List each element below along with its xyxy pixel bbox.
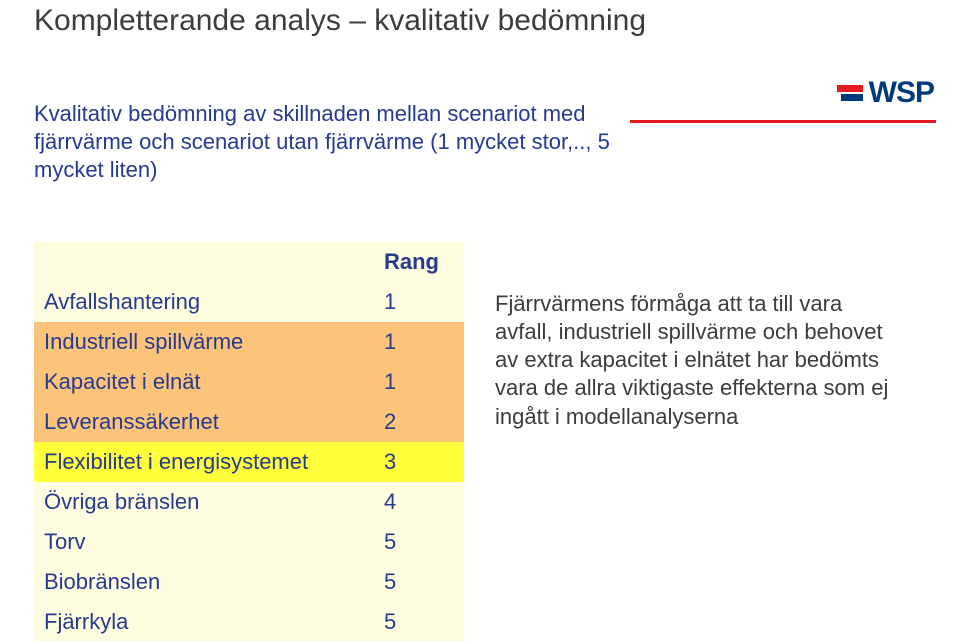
table-row: Biobränslen 5 bbox=[34, 562, 464, 602]
table-header-rank: Rang bbox=[374, 242, 464, 282]
table-row: Leveranssäkerhet 2 bbox=[34, 402, 464, 442]
logo-text: WSP bbox=[869, 76, 934, 110]
subtitle: Kvalitativ bedömning av skillnaden mella… bbox=[34, 100, 620, 184]
table-row: Torv 5 bbox=[34, 522, 464, 562]
table-cell-label: Avfallshantering bbox=[34, 282, 374, 322]
table-row: Avfallshantering 1 bbox=[34, 282, 464, 322]
table-row: Övriga bränslen 4 bbox=[34, 482, 464, 522]
table-cell-rank: 5 bbox=[374, 522, 464, 562]
logo-bars-icon bbox=[837, 84, 863, 102]
table-cell-label: Biobränslen bbox=[34, 562, 374, 602]
table-header-label bbox=[34, 242, 374, 282]
table-cell-label: Industriell spillvärme bbox=[34, 322, 374, 362]
table-row: Flexibilitet i energisystemet 3 bbox=[34, 442, 464, 482]
table-row: Kapacitet i elnät 1 bbox=[34, 362, 464, 402]
table-cell-rank: 1 bbox=[374, 322, 464, 362]
table-header-row: Rang bbox=[34, 242, 464, 282]
table-row: Industriell spillvärme 1 bbox=[34, 322, 464, 362]
table-cell-rank: 4 bbox=[374, 482, 464, 522]
table-cell-label: Leveranssäkerhet bbox=[34, 402, 374, 442]
table-cell-rank: 5 bbox=[374, 562, 464, 602]
table-cell-label: Fjärrkyla bbox=[34, 602, 374, 641]
logo-divider bbox=[630, 120, 936, 123]
table-cell-label: Övriga bränslen bbox=[34, 482, 374, 522]
table-cell-rank: 1 bbox=[374, 362, 464, 402]
table-row: Fjärrkyla 5 bbox=[34, 602, 464, 641]
table-cell-rank: 2 bbox=[374, 402, 464, 442]
ranking-table: Rang Avfallshantering 1 Industriell spil… bbox=[34, 242, 464, 641]
page-title: Kompletterande analys – kvalitativ bedöm… bbox=[34, 4, 646, 38]
table-cell-rank: 1 bbox=[374, 282, 464, 322]
table-cell-rank: 3 bbox=[374, 442, 464, 482]
table-cell-label: Kapacitet i elnät bbox=[34, 362, 374, 402]
slide: Kompletterande analys – kvalitativ bedöm… bbox=[0, 0, 960, 641]
table-cell-rank: 5 bbox=[374, 602, 464, 641]
body-paragraph: Fjärrvärmens förmåga att ta till vara av… bbox=[495, 290, 895, 431]
wsp-logo: WSP bbox=[837, 76, 934, 110]
table-cell-label: Torv bbox=[34, 522, 374, 562]
table-cell-label: Flexibilitet i energisystemet bbox=[34, 442, 374, 482]
